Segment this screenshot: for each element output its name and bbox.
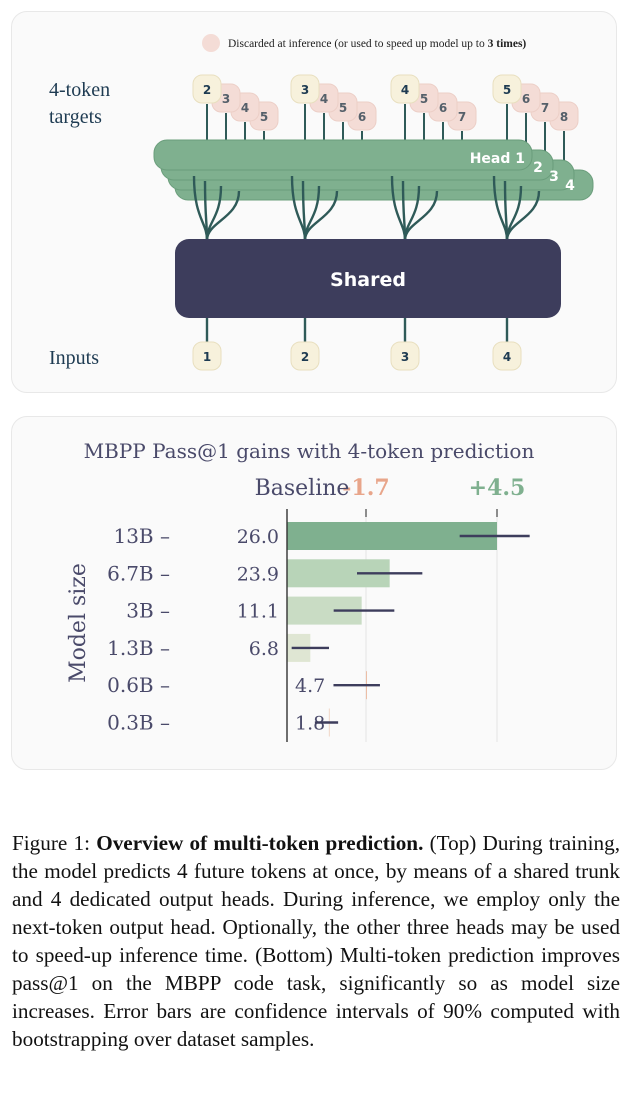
- architecture-diagram-panel: Discarded at inference (or used to speed…: [11, 11, 617, 393]
- target-token: [492, 74, 522, 104]
- input-token-label: 4: [503, 350, 511, 364]
- input-token-label: 3: [401, 350, 409, 364]
- target-token-label: 4: [320, 92, 328, 106]
- target-token-label: 5: [420, 92, 428, 106]
- head-connector: [303, 190, 339, 241]
- figure-label: Figure 1:: [12, 831, 97, 855]
- category-label: 13B –: [113, 524, 170, 548]
- target-token-label: 4: [241, 101, 249, 115]
- input-token: [492, 341, 522, 371]
- head-connector: [403, 190, 439, 241]
- head-connector: [505, 190, 541, 241]
- head-connector: [205, 190, 241, 241]
- shared-label: Shared: [330, 269, 406, 291]
- head-label: 4: [565, 178, 575, 194]
- target-token-label: 6: [522, 92, 530, 106]
- baseline-value: 11.1: [237, 601, 279, 623]
- mbpp-gain-chart: MBPP Pass@1 gains with 4-token predictio…: [66, 439, 535, 742]
- right-range-label: +4.5: [469, 475, 526, 501]
- target-token-label: 8: [560, 110, 568, 124]
- baseline-value: 6.8: [249, 638, 279, 660]
- target-token-label: 6: [358, 110, 366, 124]
- caption-title: Overview of multi-token prediction.: [96, 831, 424, 855]
- mbpp-chart-panel: MBPP Pass@1 gains with 4-token predictio…: [11, 416, 617, 770]
- baseline-value: 1.8: [295, 713, 325, 735]
- figure-caption: Figure 1: Overview of multi-token predic…: [12, 829, 620, 1053]
- input-token: [192, 341, 222, 371]
- architecture-diagram: Discarded at inference (or used to speed…: [49, 34, 594, 371]
- input-token: [390, 341, 420, 371]
- category-label: 6.7B –: [107, 561, 170, 585]
- target-token-label: 5: [503, 83, 511, 97]
- target-token-label: 3: [222, 92, 230, 106]
- shared-trunk: [175, 239, 561, 318]
- discard-legend-swatch: [202, 34, 220, 52]
- targets-label: 4-token: [49, 79, 110, 101]
- discard-legend-text: Discarded at inference (or used to speed…: [228, 38, 526, 50]
- left-range-label: -1.7: [342, 475, 389, 501]
- y-axis-label: Model size: [66, 563, 91, 683]
- target-token: [192, 74, 222, 104]
- target-token-label: 7: [458, 110, 466, 124]
- target-token: [290, 74, 320, 104]
- target-token-label: 2: [203, 83, 211, 97]
- head-label: Head 1: [470, 151, 525, 167]
- input-token-label: 2: [301, 350, 309, 364]
- head-label: 3: [549, 169, 559, 185]
- baseline-value: 4.7: [295, 675, 325, 697]
- target-token-label: 6: [439, 101, 447, 115]
- baseline-label: Baseline: [255, 476, 350, 501]
- target-token-label: 7: [541, 101, 549, 115]
- input-token-label: 1: [203, 350, 211, 364]
- category-label: 0.6B –: [107, 673, 170, 697]
- target-token-label: 3: [301, 83, 309, 97]
- category-label: 0.3B –: [107, 711, 170, 735]
- target-token-label: 4: [401, 83, 409, 97]
- category-label: 3B –: [126, 599, 170, 623]
- chart-title: MBPP Pass@1 gains with 4-token predictio…: [84, 439, 535, 463]
- target-token-label: 5: [339, 101, 347, 115]
- target-token-label: 5: [260, 110, 268, 124]
- target-token: [390, 74, 420, 104]
- inputs-label: Inputs: [49, 347, 99, 369]
- caption-body: (Top) During training, the model predict…: [12, 831, 620, 1051]
- baseline-value: 26.0: [237, 526, 279, 548]
- head-label: 2: [533, 160, 543, 176]
- baseline-value: 23.9: [237, 563, 279, 585]
- targets-label: targets: [49, 106, 102, 128]
- output-head-1: [153, 139, 533, 171]
- category-label: 1.3B –: [107, 636, 170, 660]
- input-token: [290, 341, 320, 371]
